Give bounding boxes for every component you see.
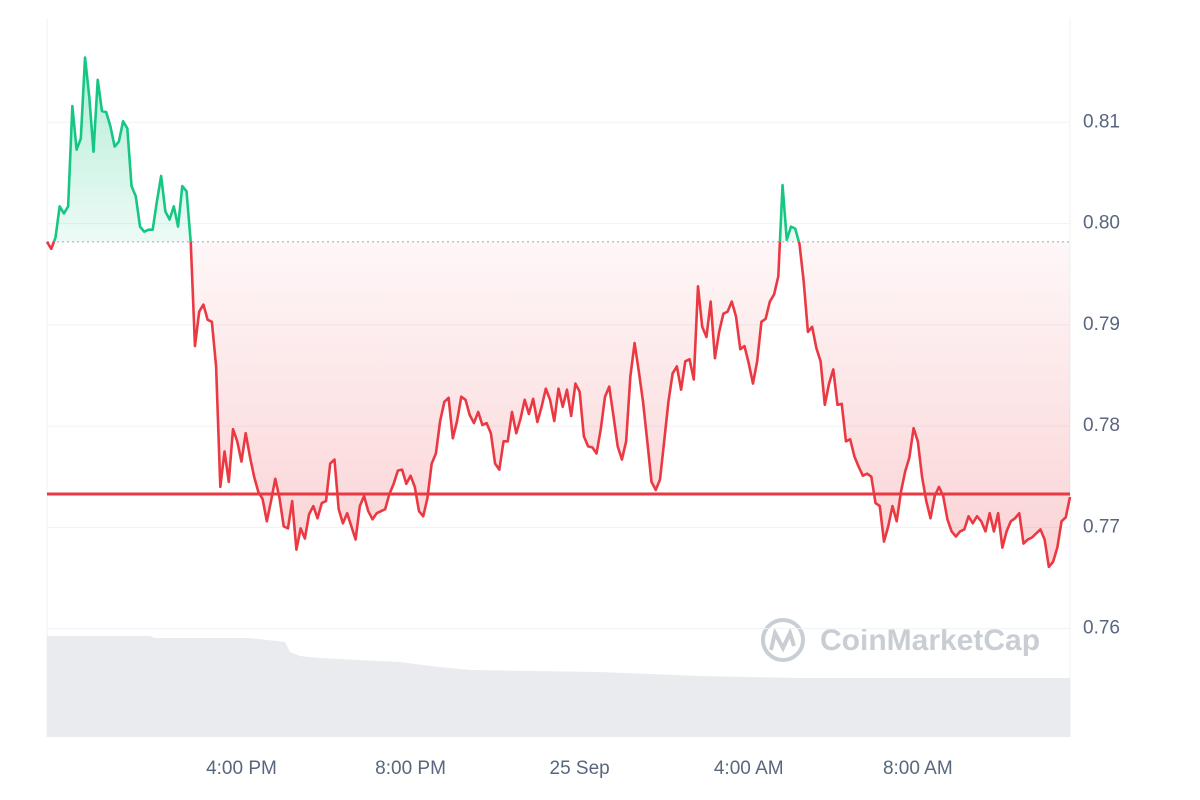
plot (45, 56, 1072, 569)
x-tick-label: 4:00 AM (714, 758, 784, 779)
x-tick-label: 8:00 AM (883, 758, 953, 779)
watermark-logo (761, 618, 805, 662)
watermark: CoinMarketCap (820, 624, 1040, 657)
price-line-down (45, 241, 1072, 569)
x-tick-label: 4:00 PM (206, 758, 277, 779)
y-tick-label: 0.78 (1083, 415, 1120, 436)
y-tick-label: 0.76 (1083, 618, 1120, 639)
y-tick-label: 0.79 (1083, 314, 1120, 335)
y-tick-label: 0.77 (1083, 516, 1120, 537)
x-tick-label: 25 Sep (550, 758, 610, 779)
volume-area (47, 636, 1070, 737)
y-tick-label: 0.80 (1083, 213, 1120, 234)
area-down (47, 241, 1070, 567)
x-tick-label: 8:00 PM (375, 758, 446, 779)
y-tick-label: 0.81 (1083, 111, 1120, 132)
